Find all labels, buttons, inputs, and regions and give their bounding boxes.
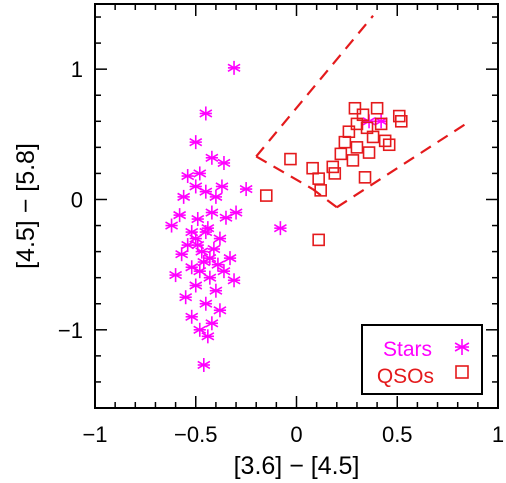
star-point (193, 264, 207, 279)
star-point (205, 316, 219, 331)
wedge-boundary (255, 15, 374, 158)
qso-point (348, 101, 362, 115)
qso-point (312, 233, 325, 247)
star-point (185, 309, 199, 324)
qso-point (328, 167, 342, 180)
star-point (189, 179, 203, 194)
star-point (193, 322, 207, 337)
qso-point (342, 125, 356, 139)
x-axis-label: [3.6] − [4.5] (234, 452, 360, 480)
star-point (213, 303, 227, 318)
star-point (179, 290, 193, 305)
star-point (199, 296, 213, 311)
x-tick-label: 0 (290, 422, 302, 447)
qso-point (312, 172, 325, 185)
star-point (197, 357, 211, 372)
qso-point (374, 117, 388, 131)
qso-point (306, 161, 319, 175)
star-point (169, 268, 183, 283)
qso-point (362, 146, 376, 159)
qso-point (394, 114, 408, 128)
star-point (215, 179, 229, 194)
star-point (175, 247, 189, 262)
qso-point (378, 134, 392, 148)
star-point (199, 225, 213, 240)
legend-marker-stars-icon (454, 339, 470, 355)
star-point (227, 273, 241, 288)
star-point (203, 270, 217, 285)
qso-point (284, 152, 297, 166)
data-points (165, 60, 408, 372)
wedge-boundary (311, 188, 338, 209)
qso-point (350, 117, 364, 131)
qso-point (314, 184, 327, 197)
y-tick-label: 0 (71, 187, 83, 212)
x-tick-label: −0.5 (174, 422, 217, 447)
star-point (205, 205, 219, 220)
qso-point (326, 160, 340, 174)
star-point (273, 221, 287, 236)
x-tick-label: 0.5 (382, 422, 413, 447)
legend-label-stars: Stars (383, 338, 432, 361)
star-point (177, 189, 191, 204)
star-point (181, 169, 195, 184)
x-tick-label: 1 (492, 422, 504, 447)
star-point (181, 238, 195, 253)
qso-point (382, 138, 396, 152)
star-point (189, 278, 203, 293)
qso-point (370, 101, 384, 115)
star-point (213, 231, 227, 246)
star-point (189, 231, 203, 246)
y-tick-label: 1 (71, 57, 83, 82)
qso-point (350, 141, 364, 154)
star-point (201, 329, 215, 344)
axis-ticks: −1 −0.5 0 0.5 1 −1 0 1 (58, 4, 504, 447)
qso-point (358, 171, 372, 184)
y-axis-label: [4.5] − [5.8] (12, 143, 40, 269)
star-point (219, 210, 233, 225)
wedge-boundary (336, 122, 467, 209)
star-point (227, 60, 241, 75)
star-point (205, 150, 219, 165)
star-point (209, 283, 223, 298)
star-point (203, 251, 217, 266)
star-point (199, 106, 213, 121)
qso-point (366, 130, 380, 144)
star-point (195, 244, 209, 259)
legend-star-marker (454, 339, 470, 355)
star-point (374, 114, 388, 129)
qso-point (346, 154, 360, 167)
qso-point (259, 189, 273, 202)
star-point (193, 166, 207, 181)
star-point (189, 135, 203, 150)
legend-qso-marker (455, 365, 469, 379)
star-point (173, 208, 187, 223)
star-point (211, 257, 225, 272)
star-point (165, 218, 179, 233)
star-point (217, 155, 231, 170)
legend-box (361, 324, 483, 395)
qso-point (334, 147, 348, 161)
legend-label-qsos: QSOs (377, 365, 434, 388)
star-point (185, 260, 199, 275)
y-tick-label: −1 (58, 318, 83, 343)
star-point (191, 212, 205, 227)
star-point (217, 264, 231, 279)
qso-point (338, 135, 352, 149)
legend: Stars QSOs (361, 324, 483, 395)
legend-marker-qsos-icon (455, 365, 469, 379)
x-tick-label: −1 (82, 422, 107, 447)
star-point (223, 251, 237, 266)
wedge-boundary (255, 155, 314, 191)
star-point (239, 182, 253, 197)
selection-wedge (255, 15, 467, 209)
star-point (209, 189, 223, 204)
